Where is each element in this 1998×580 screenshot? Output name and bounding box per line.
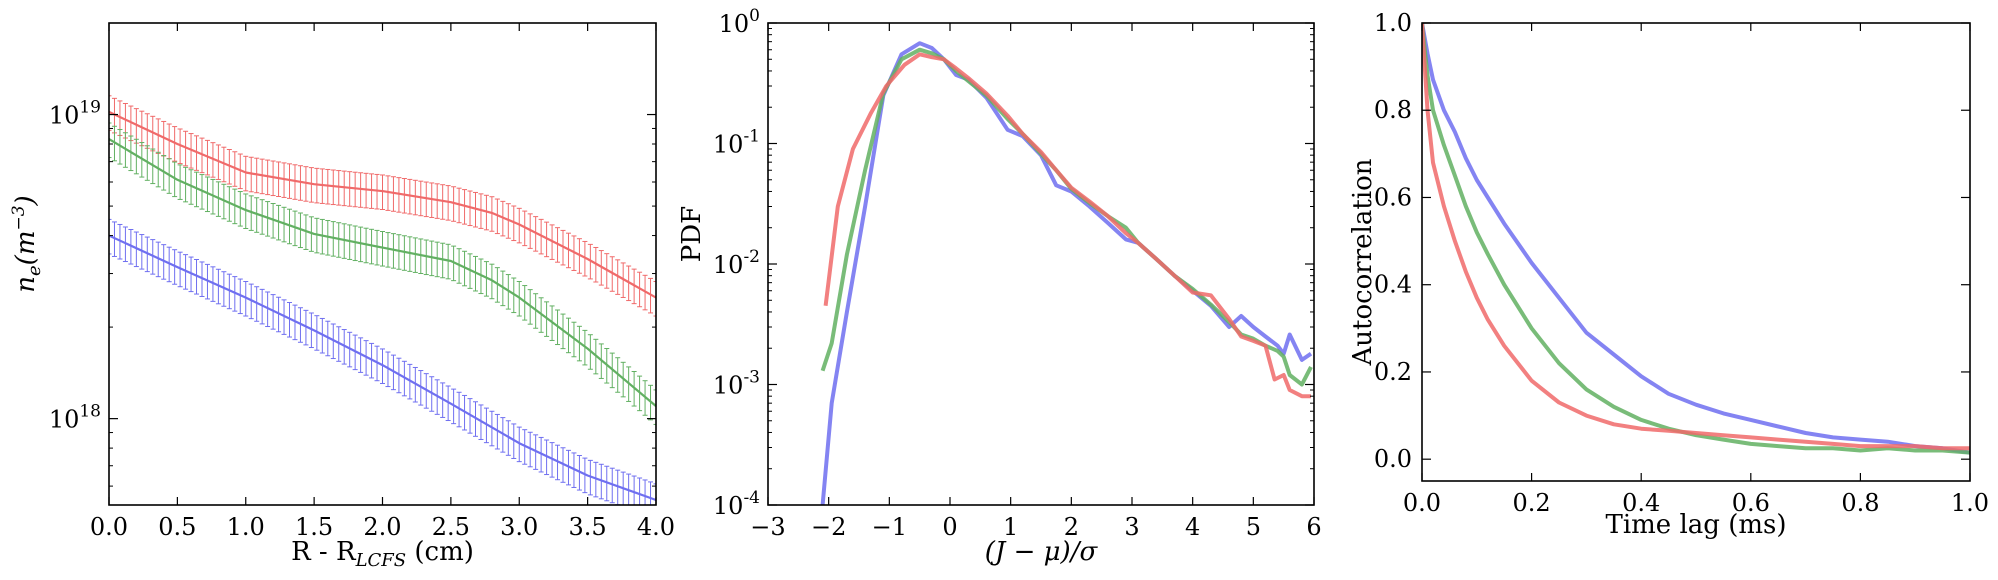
y-tick-label: 10-2 [713,247,760,279]
x-tick-label: 6 [1306,513,1321,541]
x-tick-label: 3 [1124,513,1139,541]
y-tick-label: 0.6 [1374,183,1412,211]
series-line-blue [109,234,656,502]
y-tick-label: 10-4 [713,488,760,520]
x-tick-label: 0.5 [158,513,196,541]
x-tick-label: 0.0 [90,513,128,541]
x-tick-label: 1.0 [227,513,265,541]
x-tick-label: 3.0 [500,513,538,541]
plot-frame [767,22,1315,506]
y-axis-label: PDF [677,206,707,262]
y-tick-label: 0.8 [1374,96,1412,124]
x-tick-label: −1 [872,513,907,541]
x-tick-label: 3.5 [569,513,607,541]
x-tick-label: 0.6 [1732,489,1770,517]
error-bars-red [109,95,656,317]
x-tick-label: 5 [1246,513,1261,541]
x-tick-label: 2.5 [432,513,470,541]
x-tick-label: 1.5 [295,513,333,541]
plot-frame [1421,22,1971,482]
density-profile-panel: 0.0 0.5 1.0 1.5 2.0 2.5 3.0 3.5 4.0 1018 1019 R - R… [9,22,675,571]
x-tick-label: 1 [1003,513,1018,541]
y-tick-label: 0.2 [1374,358,1412,386]
y-tick-label: 0.0 [1374,445,1412,473]
x-tick-label: 4.0 [637,513,675,541]
series-line-red [823,52,1311,399]
x-axis-label: (J − μ)/σ [985,537,1099,567]
x-tick-label: 4 [1185,513,1200,541]
x-tick-label: 2 [1064,513,1079,541]
plot-area [1422,23,1970,455]
x-tick-label: −3 [750,513,785,541]
series-line-green [109,138,656,407]
x-tick-label: 1.0 [1951,489,1989,517]
y-tick-label: 1.0 [1374,9,1412,37]
x-tick-label: 0.0 [1403,489,1441,517]
y-tick-label: 100 [719,6,760,38]
series-line-red [1422,23,1970,451]
y-tick-label: 10-3 [713,368,760,400]
series-line-red [109,110,656,299]
autocorrelation-panel: 0.0 0.2 0.4 0.6 0.8 1.0 0.0 0.2 0.4 0.6 0.8 1.0 Time… [1348,9,1989,540]
series-line-green [1422,23,1970,455]
x-tick-label: 0.4 [1622,489,1660,517]
x-tick-label: −2 [811,513,846,541]
y-tick-label: 0.4 [1374,271,1412,299]
x-tick-label: 0.2 [1513,489,1551,517]
plot-area [109,95,656,505]
x-axis-label: R - RLCFS (cm) [291,537,474,571]
y-tick-label: 10-1 [713,127,760,159]
series-line-blue [1422,23,1970,455]
plot-area [820,41,1313,505]
x-tick-label: 2.0 [363,513,401,541]
pdf-panel: −3 −2 −1 0 1 2 3 4 5 6 10-4 10-3 10-2 10-1 100 (J − μ)/… [677,6,1322,567]
y-tick-label: 1018 [49,402,101,434]
y-axis-label: Autocorrelation [1348,158,1378,366]
y-axis-label: ne(m−3) [9,195,45,292]
x-tick-label: 0.8 [1841,489,1879,517]
series-line-blue [820,41,1313,505]
y-tick-label: 1019 [49,98,101,130]
x-tick-label: 0 [942,513,957,541]
x-axis-label: Time lag (ms) [1606,510,1787,540]
